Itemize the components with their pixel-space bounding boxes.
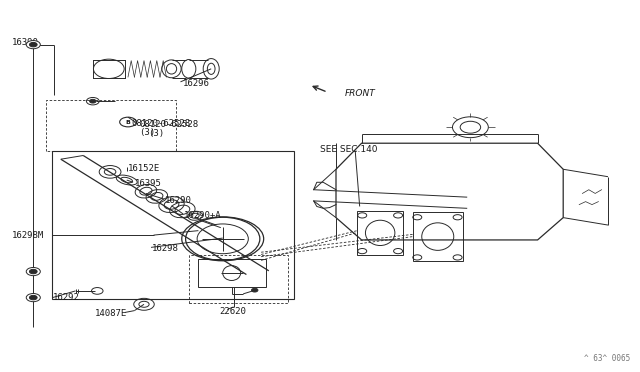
Bar: [189, 255, 288, 303]
Text: 22620: 22620: [219, 307, 246, 316]
Text: 16298: 16298: [152, 244, 179, 253]
Text: 08120-62528: 08120-62528: [131, 119, 190, 128]
Text: 16292: 16292: [52, 293, 79, 302]
Circle shape: [252, 288, 258, 292]
Text: B: B: [125, 119, 131, 125]
Text: 16395: 16395: [134, 179, 161, 187]
Circle shape: [29, 295, 37, 300]
Text: 16152E: 16152E: [128, 164, 160, 173]
Text: 08120-62528: 08120-62528: [140, 120, 198, 129]
Text: (3): (3): [148, 129, 164, 138]
Text: 14087E: 14087E: [95, 309, 127, 318]
Circle shape: [26, 294, 40, 302]
Text: 16296: 16296: [182, 79, 209, 88]
Text: ^ 63^ 0065: ^ 63^ 0065: [584, 354, 630, 363]
Circle shape: [29, 42, 37, 47]
Bar: [198, 259, 266, 287]
Bar: [413, 212, 463, 261]
Text: 16390: 16390: [12, 38, 38, 47]
Text: 16290+A: 16290+A: [184, 211, 222, 219]
Text: (3): (3): [140, 128, 156, 137]
Text: FRONT: FRONT: [344, 89, 375, 98]
Circle shape: [90, 99, 96, 103]
Circle shape: [29, 269, 37, 274]
Text: 16298M: 16298M: [12, 231, 44, 240]
Text: SEE SEC.140: SEE SEC.140: [320, 145, 378, 154]
Circle shape: [26, 267, 40, 276]
Bar: [357, 211, 403, 255]
Text: 16290: 16290: [165, 196, 192, 205]
Circle shape: [26, 41, 40, 49]
